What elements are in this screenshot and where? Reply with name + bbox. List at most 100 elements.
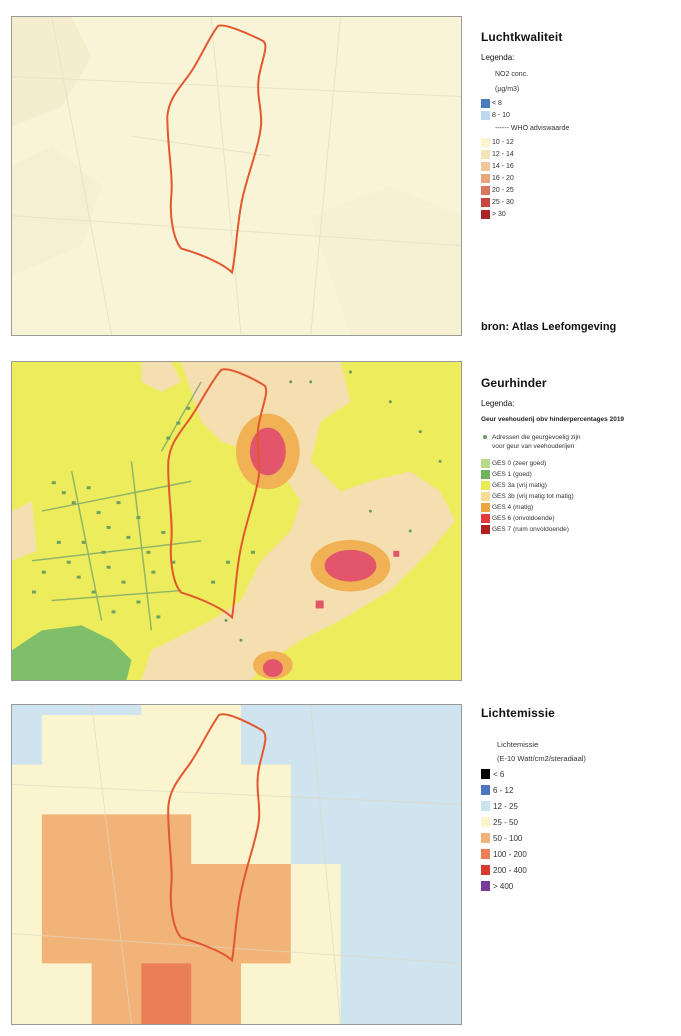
light-swatch <box>481 817 490 827</box>
light-legend-item: 50 - 100 <box>481 830 676 846</box>
air-quality-swatch <box>481 173 490 183</box>
light-emission-panel: Lichtemissie Lichtemissie (E-10 Watt/cm2… <box>481 706 676 894</box>
air-quality-legend-label-item: 14 - 16 <box>492 162 514 170</box>
odour-legend-label-item: GES 6 (onvoldoende) <box>492 515 555 522</box>
odour-swatch <box>481 503 490 512</box>
air-quality-swatch <box>481 98 490 108</box>
light-legend-label-item: 100 - 200 <box>493 849 527 859</box>
odour-swatch <box>481 481 490 490</box>
air-quality-legend-label-item: < 8 <box>492 99 502 107</box>
light-legend-label-item: 6 - 12 <box>493 785 514 795</box>
light-legend-item: 12 - 25 <box>481 798 676 814</box>
who-guideline-note: ------ WHO adviswaarde <box>495 125 570 132</box>
air-quality-swatch <box>481 185 490 195</box>
light-legend-label-item: 50 - 100 <box>493 833 523 843</box>
light-legend-label-item: 25 - 50 <box>493 817 518 827</box>
light-legend-item: 200 - 400 <box>481 862 676 878</box>
air-quality-legend-label-item: 12 - 14 <box>492 150 514 158</box>
air-quality-swatch <box>481 110 490 120</box>
light-legend-label-item: 200 - 400 <box>493 865 527 875</box>
light-legend-label-item: 12 - 25 <box>493 801 518 811</box>
odour-legend-label-item: GES 1 (goed) <box>492 471 532 478</box>
light-emission-legend-unit: (E-10 Watt/cm2/steradiaal) <box>497 754 586 763</box>
odour-legend-item: GES 1 (goed) <box>481 469 676 480</box>
air-quality-legend-item: 10 - 12 <box>481 136 676 148</box>
air-quality-legend-item: 25 - 30 <box>481 196 676 208</box>
air-quality-legend-item: 12 - 14 <box>481 148 676 160</box>
odour-legend-label-item: GES 3a (vrij matig) <box>492 482 547 489</box>
air-quality-map-canvas <box>12 17 461 335</box>
odour-legend-label-item: GES 7 (ruim onvoldoende) <box>492 526 569 533</box>
light-swatch <box>481 849 490 859</box>
light-legend-label-item: < 6 <box>493 769 505 779</box>
air-quality-swatch <box>481 137 490 147</box>
light-swatch <box>481 865 490 875</box>
odour-dot-legend: Adressen die geurgevoelig zijn voor geur… <box>481 433 676 451</box>
air-quality-legend-label-item: > 30 <box>492 210 506 218</box>
odour-legend-item: GES 0 (zeer goed) <box>481 458 676 469</box>
odour-swatch <box>481 492 490 501</box>
air-quality-legend-unit: (µg/m3) <box>495 86 520 93</box>
light-swatch <box>481 785 490 795</box>
air-quality-swatch <box>481 161 490 171</box>
air-quality-legend-item: < 8 <box>481 97 676 109</box>
plan-area-boundary <box>167 713 267 963</box>
odour-swatch <box>481 514 490 523</box>
air-quality-legend-item: 16 - 20 <box>481 172 676 184</box>
air-quality-panel: Luchtkwaliteit Legenda: NO2 conc. (µg/m3… <box>481 30 676 220</box>
odour-legend-label-item: GES 4 (matig) <box>492 504 534 511</box>
air-quality-swatch <box>481 149 490 159</box>
air-quality-map <box>11 16 462 336</box>
light-emission-legend-subtitle: Lichtemissie <box>497 740 539 749</box>
air-quality-legend-item: 14 - 16 <box>481 160 676 172</box>
light-emission-title: Lichtemissie <box>481 706 555 720</box>
odour-swatch <box>481 470 490 479</box>
air-quality-legend-subtitle: NO2 conc. <box>495 71 529 78</box>
odour-title: Geurhinder <box>481 376 547 390</box>
odour-legend-item: GES 7 (ruim onvoldoende) <box>481 524 676 535</box>
air-quality-swatch <box>481 209 490 219</box>
address-dot-icon <box>483 435 487 439</box>
light-legend-item: 6 - 12 <box>481 782 676 798</box>
odour-map <box>11 361 462 681</box>
source-credit: bron: Atlas Leefomgeving <box>481 321 617 333</box>
odour-dot-label-2: voor geur van veehouderijen <box>492 443 575 450</box>
light-swatch <box>481 801 490 811</box>
air-quality-legend-label-item: 10 - 12 <box>492 138 514 146</box>
air-quality-legend-label: Legenda: <box>481 53 515 62</box>
light-legend-label-item: > 400 <box>493 881 514 891</box>
odour-swatch <box>481 525 490 534</box>
odour-legend-item: GES 6 (onvoldoende) <box>481 513 676 524</box>
light-swatch <box>481 769 490 779</box>
light-swatch <box>481 833 490 843</box>
air-quality-legend-item: > 30 <box>481 208 676 220</box>
plan-area-boundary <box>166 24 267 275</box>
odour-map-canvas <box>12 362 461 680</box>
odour-legend-label-item: GES 3b (vrij matig tot matig) <box>492 493 574 500</box>
odour-class-list: GES 0 (zeer goed) GES 1 (goed) GES 3a (v… <box>481 458 676 535</box>
air-quality-legend-item: 20 - 25 <box>481 184 676 196</box>
odour-legend-item: GES 3a (vrij matig) <box>481 480 676 491</box>
odour-dot-label-1: Adressen die geurgevoelig zijn <box>492 434 581 441</box>
odour-swatch <box>481 459 490 468</box>
air-quality-legend-label-item: 25 - 30 <box>492 198 514 206</box>
air-quality-swatch <box>481 197 490 207</box>
odour-legend-item: GES 3b (vrij matig tot matig) <box>481 491 676 502</box>
air-quality-legend-label-item: 20 - 25 <box>492 186 514 194</box>
light-emission-map-canvas <box>12 705 461 1024</box>
light-emission-map <box>11 704 462 1025</box>
odour-legend-label: Legenda: <box>481 399 515 408</box>
odour-panel: Geurhinder Legenda: Geur veehouderij obv… <box>481 376 676 535</box>
light-legend-item: 100 - 200 <box>481 846 676 862</box>
air-quality-title: Luchtkwaliteit <box>481 30 563 44</box>
light-swatch <box>481 881 490 891</box>
light-legend-item: > 400 <box>481 878 676 894</box>
light-legend-item: < 6 <box>481 766 676 782</box>
air-quality-legend-item: 8 - 10 <box>481 109 676 121</box>
air-quality-legend-label-item: 8 - 10 <box>492 111 510 119</box>
odour-legend-item: GES 4 (matig) <box>481 502 676 513</box>
air-quality-legend-label-item: 16 - 20 <box>492 174 514 182</box>
light-legend-item: 25 - 50 <box>481 814 676 830</box>
odour-legend-subtitle: Geur veehouderij obv hinderpercentages 2… <box>481 416 625 423</box>
odour-legend-label-item: GES 0 (zeer goed) <box>492 460 547 467</box>
